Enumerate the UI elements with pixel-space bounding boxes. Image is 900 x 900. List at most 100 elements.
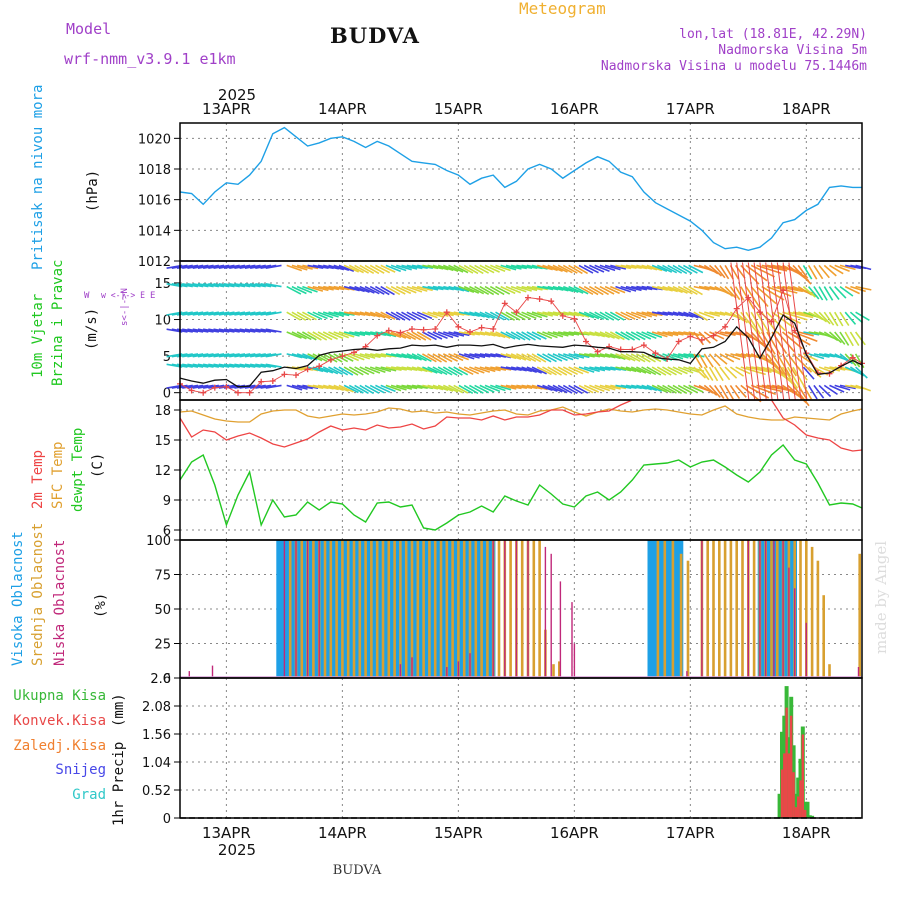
legend-convective-rain: Konvek.Kisa bbox=[13, 713, 106, 729]
wind-barb bbox=[343, 264, 360, 273]
wind-barb bbox=[688, 311, 704, 320]
wind-barb bbox=[464, 311, 480, 317]
wind-barb bbox=[505, 285, 522, 294]
wind-barb bbox=[536, 366, 552, 376]
wind-barb bbox=[182, 328, 199, 333]
cloud-bar-low bbox=[759, 540, 761, 678]
wind-barb bbox=[317, 311, 334, 319]
wind-barb bbox=[615, 285, 631, 293]
wind-barb bbox=[724, 264, 734, 280]
wind-barb bbox=[562, 366, 578, 376]
cloud-bar-high bbox=[330, 540, 336, 678]
wind-barb bbox=[213, 353, 230, 358]
wind-barb bbox=[213, 264, 230, 269]
precip-bar-convective bbox=[783, 753, 786, 818]
wind-barb bbox=[688, 264, 704, 274]
cloud-bar-high bbox=[653, 540, 658, 678]
wind-barb bbox=[636, 366, 652, 375]
wind-barb bbox=[599, 384, 616, 391]
wind-barb bbox=[422, 311, 438, 319]
wind-barb bbox=[510, 311, 526, 321]
wind-barb bbox=[437, 366, 453, 376]
wind-barb bbox=[469, 311, 485, 318]
cloud-bar-high bbox=[435, 540, 440, 678]
wind-barb bbox=[683, 366, 699, 373]
wind-barb bbox=[406, 331, 422, 341]
wind-barb bbox=[844, 285, 860, 295]
wind-barb bbox=[291, 285, 307, 295]
wind-barb bbox=[584, 353, 601, 358]
wind-barb bbox=[531, 311, 548, 318]
wind-barb bbox=[458, 366, 474, 376]
wind-barb bbox=[469, 366, 485, 374]
wind-barb bbox=[202, 283, 220, 288]
wind-barb bbox=[829, 264, 844, 275]
gust-marker bbox=[513, 309, 520, 316]
wind-barb bbox=[453, 331, 470, 337]
precip-bar-convective bbox=[785, 707, 788, 818]
wind-barb bbox=[375, 366, 392, 373]
wind-barb bbox=[458, 353, 475, 360]
gust-marker bbox=[594, 348, 601, 355]
wind-barb bbox=[604, 264, 621, 271]
wind-barb bbox=[641, 264, 658, 271]
cloud-bar-low bbox=[765, 540, 767, 678]
wind-barb bbox=[620, 384, 637, 389]
wind-barb bbox=[604, 285, 620, 295]
wind-barb bbox=[536, 264, 553, 271]
wind-barb bbox=[291, 353, 308, 360]
wind-barb bbox=[401, 311, 416, 321]
gust-marker bbox=[467, 329, 473, 335]
wind-barb bbox=[229, 328, 246, 333]
wind-barb bbox=[385, 384, 402, 392]
panel-frames bbox=[179, 122, 863, 819]
wind-barb bbox=[349, 285, 365, 293]
wind-barb bbox=[583, 384, 600, 393]
wind-barb bbox=[521, 311, 537, 320]
wind-barb bbox=[416, 331, 432, 341]
wind-barb bbox=[510, 331, 526, 341]
wind-barb bbox=[807, 384, 818, 400]
wind-barb bbox=[187, 311, 204, 316]
wind-barb bbox=[599, 311, 615, 321]
wind-barb bbox=[500, 264, 517, 271]
temperature-panel bbox=[179, 399, 863, 531]
cloud-bar-mid bbox=[387, 540, 391, 678]
wind-barb bbox=[693, 285, 710, 291]
wind-barb bbox=[187, 264, 204, 269]
cloud-low-ylabel: Niska Oblacnost bbox=[52, 540, 68, 666]
cloud-bar-low bbox=[794, 588, 796, 678]
wind-barb bbox=[244, 311, 261, 316]
cloud-bar-mid bbox=[509, 540, 512, 678]
bottom-date-label: 17APR bbox=[666, 824, 715, 842]
wind-barb bbox=[798, 331, 814, 337]
wind-barb bbox=[349, 353, 365, 361]
wind-barb bbox=[495, 331, 511, 339]
wind-barb bbox=[249, 311, 266, 316]
year-label-bottom: 2025 bbox=[218, 841, 256, 859]
wind-barb bbox=[500, 285, 516, 295]
wind-barb bbox=[249, 384, 266, 389]
wind-barb bbox=[677, 264, 693, 275]
wind-barb bbox=[839, 311, 850, 327]
wind-barb bbox=[636, 384, 653, 391]
gust-marker bbox=[710, 332, 717, 339]
wind-barb bbox=[641, 331, 657, 340]
wind-barb bbox=[703, 264, 719, 275]
wind-barb bbox=[625, 311, 642, 320]
y-tick-label: 18 bbox=[154, 404, 171, 419]
wind-barb bbox=[735, 384, 747, 398]
wind-barb bbox=[437, 384, 454, 392]
wind-barb bbox=[302, 264, 319, 270]
cloud-bar-high bbox=[783, 540, 788, 678]
gust-marker bbox=[374, 332, 381, 339]
precip-ylabel: 1hr Precip bbox=[111, 742, 127, 826]
wind-barb bbox=[338, 353, 354, 362]
wind-barb bbox=[370, 353, 387, 358]
wind-barb bbox=[427, 384, 444, 391]
wind-barb bbox=[296, 353, 313, 360]
wind-barb bbox=[427, 285, 444, 291]
wind-barb bbox=[239, 363, 256, 368]
cloud-bar-mid bbox=[352, 540, 356, 678]
wind-barb bbox=[401, 384, 418, 390]
